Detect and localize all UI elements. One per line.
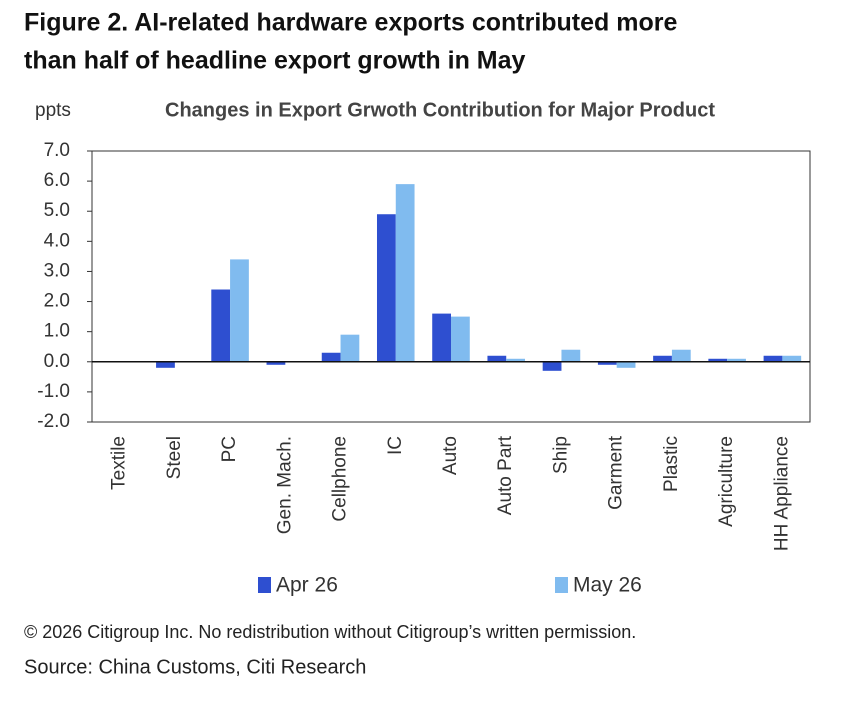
bar — [340, 334, 360, 362]
bar — [671, 349, 691, 362]
bar — [376, 214, 396, 362]
y-axis-label: ppts — [35, 100, 71, 121]
bar — [506, 358, 526, 362]
bar — [266, 361, 286, 365]
source: Source: China Customs, Citi Research — [24, 656, 366, 678]
legend-label: Apr 26 — [276, 574, 338, 597]
chart-title: Changes in Export Grwoth Contribution fo… — [165, 99, 715, 121]
x-tick-label: PC — [219, 436, 240, 462]
bar — [451, 316, 470, 362]
bar — [782, 355, 802, 362]
plot-frame — [91, 150, 811, 423]
y-tick-label: 0.0 — [44, 351, 70, 372]
y-tick-label: -1.0 — [37, 381, 70, 402]
y-tick-label: 7.0 — [44, 140, 70, 161]
heading: Figure 2. AI-related hardware exports co… — [24, 9, 677, 37]
bar — [230, 259, 249, 362]
x-tick-label: Cellphone — [330, 436, 351, 522]
bar — [616, 361, 636, 368]
bar — [487, 355, 507, 362]
bar — [597, 361, 617, 365]
heading: than half of headline export growth in M… — [24, 47, 526, 75]
x-tick-label: IC — [385, 436, 406, 455]
bar — [156, 361, 175, 368]
x-tick-label: Steel — [164, 436, 185, 479]
y-tick-label: 2.0 — [44, 291, 70, 312]
x-tick-label: HH Appliance — [771, 436, 792, 551]
bar — [432, 313, 451, 362]
legend-swatch — [258, 577, 271, 593]
legend-swatch — [555, 577, 568, 593]
bar — [763, 355, 783, 362]
x-tick-label: Auto — [440, 436, 461, 475]
y-tick-label: 3.0 — [44, 260, 70, 281]
bar — [727, 358, 746, 362]
x-tick-label: Auto Part — [495, 435, 516, 515]
bar — [708, 358, 728, 362]
x-tick-label: Ship — [550, 436, 571, 474]
x-tick-label: Gen. Mach. — [274, 436, 295, 534]
legend-label: May 26 — [573, 574, 642, 597]
bar — [395, 184, 415, 362]
bar — [542, 361, 562, 371]
y-tick-label: 4.0 — [44, 230, 70, 251]
bar — [653, 355, 672, 362]
y-tick-label: 6.0 — [44, 170, 70, 191]
copyright: © 2026 Citigroup Inc. No redistribution … — [24, 622, 636, 642]
x-tick-label: Plastic — [661, 436, 682, 492]
bar — [561, 349, 581, 362]
bar — [211, 289, 231, 362]
bar — [321, 352, 341, 362]
x-tick-label: Textile — [109, 436, 130, 490]
x-tick-label: Agriculture — [716, 436, 737, 527]
y-tick-label: -2.0 — [37, 411, 70, 432]
x-tick-label: Garment — [606, 435, 627, 510]
y-tick-label: 1.0 — [44, 321, 70, 342]
y-tick-label: 5.0 — [44, 200, 70, 221]
